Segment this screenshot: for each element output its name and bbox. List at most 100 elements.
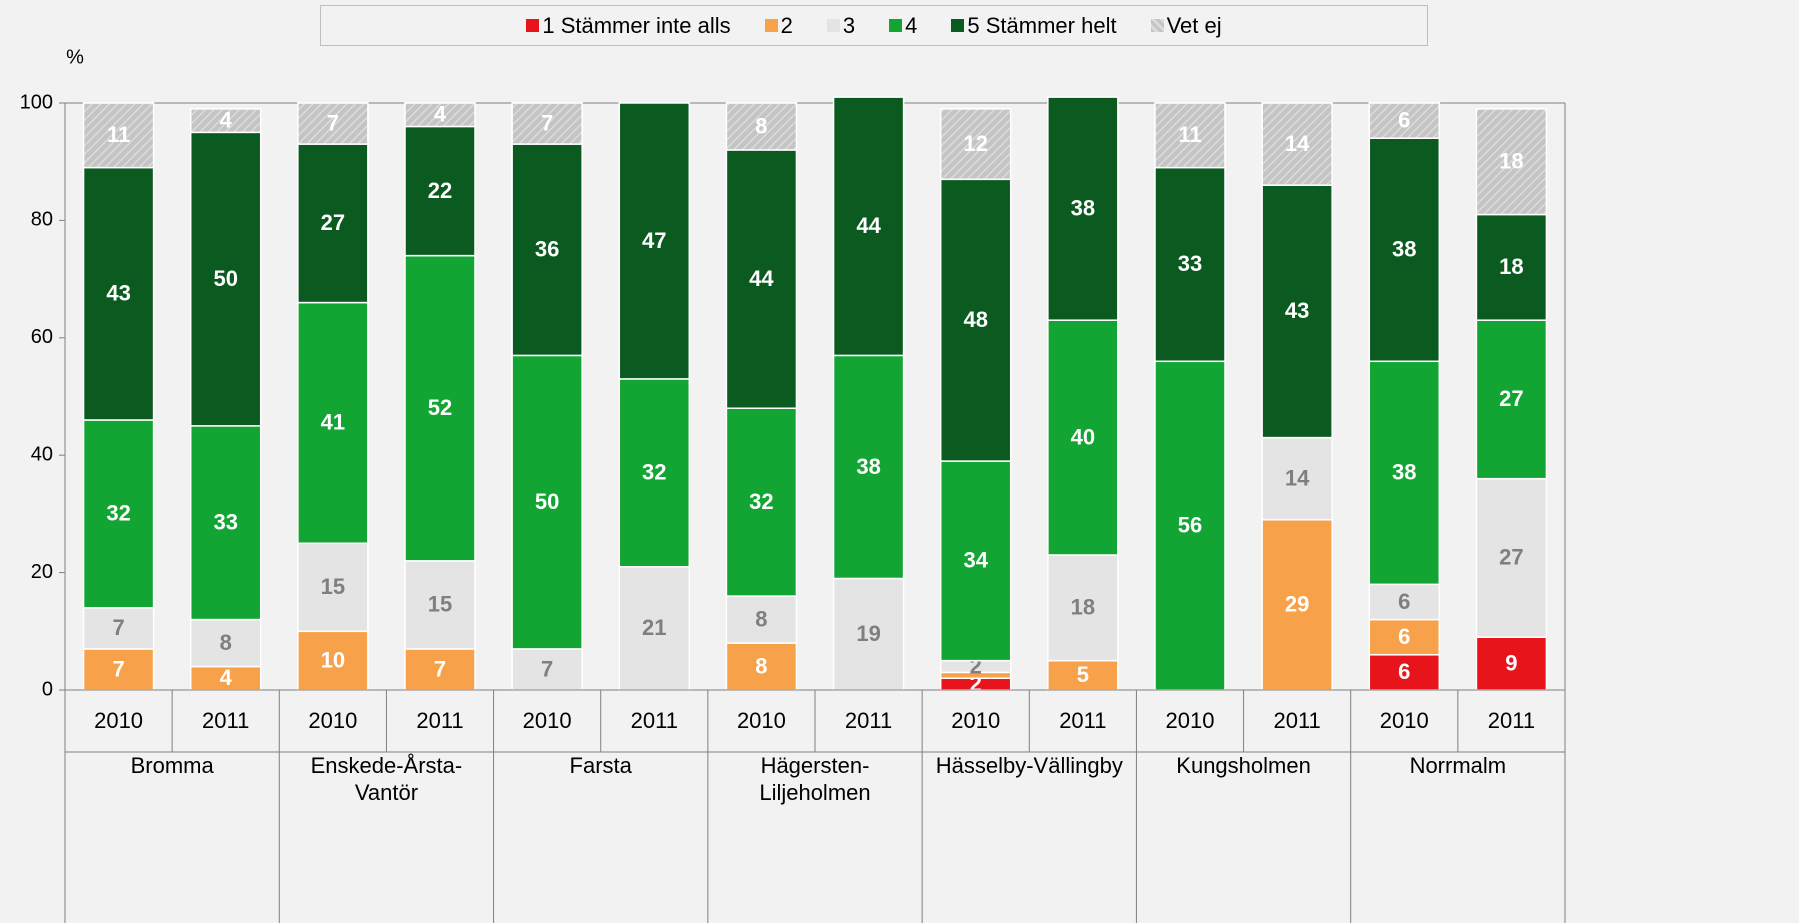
value-label: 43: [106, 281, 130, 306]
bar-segment: [1261, 519, 1333, 691]
value-label: 52: [428, 395, 452, 420]
value-label: 41: [321, 410, 345, 435]
x-tick-label: 2011: [202, 708, 249, 733]
x-tick-label: 2010: [94, 708, 143, 733]
x-tick-label: 2010: [737, 708, 786, 733]
x-tick-label: 2010: [951, 708, 1000, 733]
value-label: 7: [541, 656, 553, 681]
value-label: 4: [220, 107, 233, 132]
value-label: 38: [856, 454, 880, 479]
value-label: 40: [1071, 424, 1095, 449]
bar-segment: [297, 102, 369, 145]
value-label: 9: [1505, 650, 1517, 675]
value-label: 33: [1178, 251, 1202, 276]
bar-segment: [1475, 636, 1548, 691]
x-tick-label: 2011: [1273, 708, 1320, 733]
value-label: 38: [1392, 460, 1416, 485]
x-tick-label: 2011: [631, 708, 678, 733]
bar-segment: [1475, 319, 1548, 480]
bar-segment: [725, 595, 798, 644]
value-label: 47: [642, 228, 666, 253]
value-label: 27: [321, 210, 345, 235]
value-label: 21: [642, 615, 666, 640]
y-tick-label: 100: [20, 91, 53, 113]
value-label: 19: [856, 621, 880, 646]
legend-swatch: [526, 19, 540, 32]
bar-segment: [404, 254, 476, 562]
y-unit: %: [66, 46, 84, 68]
legend-label: 3: [842, 12, 856, 38]
value-label: 38: [1071, 195, 1095, 220]
value-label: 48: [963, 307, 987, 332]
group-label: Norrmalm: [1409, 753, 1507, 778]
value-label: 56: [1178, 512, 1202, 537]
value-label: 36: [535, 237, 559, 262]
legend-item: 3: [826, 12, 856, 39]
y-tick-label: 0: [42, 678, 53, 700]
bar-segment: [82, 419, 155, 609]
x-tick-label: 2010: [1166, 708, 1215, 733]
value-label: 50: [535, 489, 559, 514]
bar-segment: [511, 143, 583, 357]
value-label: 18: [1499, 254, 1523, 279]
value-label: 14: [1285, 465, 1310, 490]
legend-swatch: [889, 19, 903, 32]
legend-label: 1 Stämmer inte alls: [542, 12, 731, 38]
bar-segment: [82, 648, 155, 691]
value-label: 11: [1178, 122, 1201, 147]
legend-item: 1 Stämmer inte alls: [526, 12, 731, 39]
x-tick-label: 2011: [1488, 708, 1535, 733]
bar-segment: [404, 125, 476, 257]
bar-segment: [939, 460, 1012, 662]
bar-segment: [404, 102, 476, 128]
group-label: Hägersten-Liljeholmen: [759, 753, 871, 805]
legend-swatch: [826, 19, 840, 32]
group-label: Farsta: [569, 753, 632, 778]
bar-segment: [618, 565, 691, 691]
value-label: 7: [541, 110, 553, 135]
bar-segment: [1261, 102, 1333, 186]
legend-swatch: [1150, 19, 1164, 32]
group-label: Hässelby-Vällingby: [935, 753, 1123, 778]
bar-segment: [1154, 360, 1226, 691]
bar-segment: [82, 166, 155, 421]
value-label: 43: [1285, 298, 1309, 323]
bar-segment: [725, 642, 798, 691]
bar-segment: [832, 577, 905, 691]
x-tick-label: 2011: [1059, 708, 1106, 733]
bar-segment: [1261, 184, 1333, 439]
value-label: 10: [321, 647, 345, 672]
bar-segment: [832, 354, 905, 580]
y-tick-label: 60: [31, 326, 53, 348]
bar-segment: [832, 96, 905, 357]
value-label: 8: [755, 606, 767, 631]
legend-label: 2: [780, 12, 793, 38]
bar-segment: [1047, 554, 1119, 662]
value-label: 15: [428, 592, 452, 617]
bar-segment: [725, 149, 798, 409]
value-label: 11: [107, 122, 130, 147]
value-label: 50: [213, 266, 237, 291]
value-label: 18: [1071, 595, 1095, 620]
legend-item: 4: [889, 13, 917, 39]
bar-segment: [404, 560, 476, 650]
value-label: 38: [1392, 237, 1416, 262]
bar-segment: [297, 301, 369, 544]
value-label: 44: [749, 266, 774, 291]
bar-segment: [618, 102, 691, 380]
bar-segment: [1154, 166, 1226, 363]
value-label: 34: [963, 548, 988, 573]
value-label: 12: [963, 131, 987, 156]
y-tick-label: 80: [31, 209, 53, 231]
value-label: 6: [1398, 624, 1410, 649]
legend-label: Vet ej: [1166, 12, 1222, 38]
bar-segment: [1368, 618, 1441, 656]
value-label: 7: [327, 110, 339, 135]
value-label: 8: [755, 113, 767, 138]
bar-segment: [1047, 319, 1119, 556]
legend-item: 5 Stämmer helt: [951, 13, 1117, 39]
bar-segment: [82, 102, 155, 169]
value-label: 15: [321, 574, 345, 599]
